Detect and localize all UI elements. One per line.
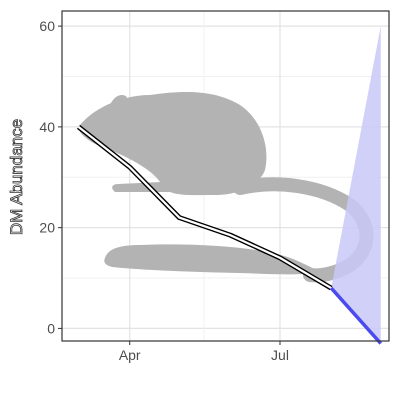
rat-ear [108, 94, 128, 116]
y-tick-label: 0 [47, 320, 55, 336]
y-tick-label: 60 [39, 18, 55, 34]
forecast-interval [331, 26, 381, 344]
y-tick-label: 20 [39, 220, 55, 236]
axes: 0 20 40 60 Apr Jul [39, 10, 390, 363]
x-tick-label: Apr [119, 347, 141, 363]
series-lines [76, 124, 383, 345]
forecast-line [329, 286, 383, 345]
observed-line [77, 126, 332, 290]
panel-border [61, 10, 390, 342]
rat-body [78, 92, 267, 196]
x-tick-label: Jul [271, 347, 289, 363]
forecast-interval-band [331, 26, 381, 344]
y-axis-title: DM Abundance [7, 119, 26, 235]
y-tick-label: 40 [39, 119, 55, 135]
